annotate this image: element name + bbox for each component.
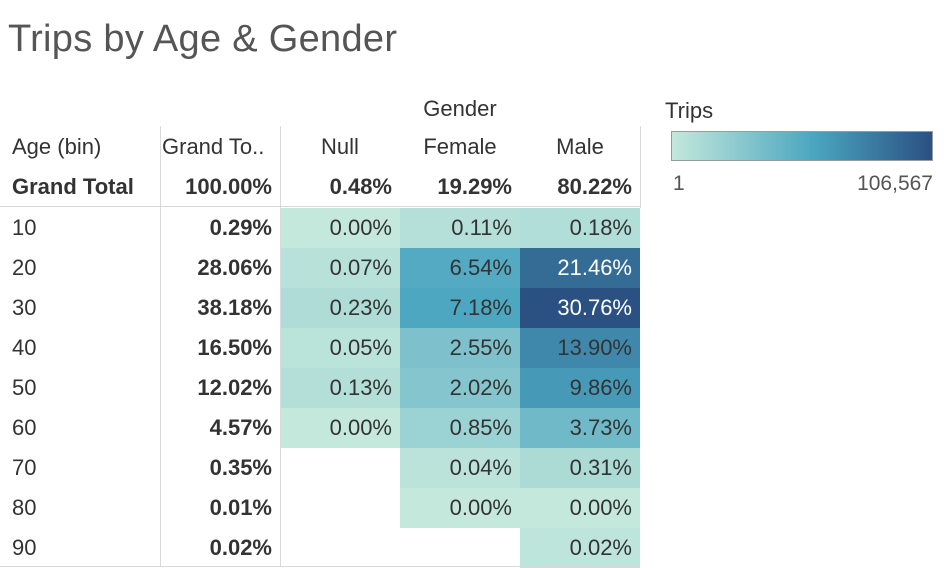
row-grand-total-cell[interactable]: 0.02% [209,535,272,560]
heatmap-cell[interactable]: 0.11% [400,208,520,248]
legend-title: Trips [665,98,714,123]
age-bin-label: 60 [12,415,37,440]
grand-total-null[interactable]: 0.48% [329,174,392,199]
heatmap-cell[interactable]: 0.31% [520,448,640,488]
heatmap-cell[interactable]: 0.05% [280,328,400,368]
row-grand-total-cell[interactable]: 16.50% [197,335,272,360]
color-legend-bar[interactable] [671,131,933,161]
heatmap-cell[interactable]: 6.54% [400,248,520,288]
divider-age-total [160,126,161,566]
heatmap-cell[interactable]: 30.76% [520,288,640,328]
heatmap-cell[interactable]: 0.18% [520,208,640,248]
row-grand-total-cell[interactable]: 38.18% [197,295,272,320]
heatmap-cell[interactable]: 0.23% [280,288,400,328]
age-bin-header[interactable]: Age (bin) [12,134,102,159]
heatmap-cell[interactable]: 7.18% [400,288,520,328]
heatmap-cell[interactable]: 0.04% [400,448,520,488]
heatmap-cell[interactable]: 21.46% [520,248,640,288]
gender-header-male[interactable]: Male [556,134,604,159]
heatmap-cell[interactable]: 9.86% [520,368,640,408]
heatmap-cell[interactable]: 2.02% [400,368,520,408]
divider-grand-total-row [0,206,640,207]
heatmap-cell[interactable]: 0.00% [520,488,640,528]
legend-min-label: 1 [673,172,685,195]
grand-total-overall[interactable]: 100.00% [185,174,272,199]
age-bin-label: 40 [12,335,37,360]
heatmap-cell[interactable]: 0.07% [280,248,400,288]
heatmap-cell[interactable]: 0.00% [400,488,520,528]
row-grand-total-cell[interactable]: 4.57% [209,415,272,440]
row-grand-total-cell[interactable]: 0.29% [209,215,272,240]
age-bin-label: 20 [12,255,37,280]
heatmap-cell[interactable]: 0.85% [400,408,520,448]
heatmap-cell[interactable]: 0.13% [280,368,400,408]
age-bin-label: 80 [12,495,37,520]
heatmap-cell[interactable]: 0.00% [280,208,400,248]
gender-header-null[interactable]: Null [321,134,359,159]
grand-total-column-header[interactable]: Grand To.. [162,134,265,159]
grand-total-male[interactable]: 80.22% [557,174,632,199]
gender-header-female[interactable]: Female [423,134,497,159]
row-grand-total-cell[interactable]: 0.35% [209,455,272,480]
row-grand-total-cell[interactable]: 0.01% [209,495,272,520]
gender-column-group-header[interactable]: Gender [423,96,497,121]
heatmap-cell[interactable]: 2.55% [400,328,520,368]
age-bin-label: 50 [12,375,37,400]
grand-total-row-label: Grand Total [12,174,134,199]
age-bin-label: 30 [12,295,37,320]
grand-total-female[interactable]: 19.29% [437,174,512,199]
divider-bottom [0,566,640,567]
row-grand-total-cell[interactable]: 28.06% [197,255,272,280]
divider-total-gender [280,126,281,566]
heatmap-cell[interactable]: 0.02% [520,528,640,568]
age-bin-label: 70 [12,455,37,480]
age-bin-label: 90 [12,535,37,560]
heatmap-cell[interactable]: 3.73% [520,408,640,448]
divider-right-header [640,126,641,208]
heatmap-cell[interactable]: 13.90% [520,328,640,368]
chart-title: Trips by Age & Gender [8,18,398,60]
age-bin-label: 10 [12,215,37,240]
legend-max-label: 106,567 [857,172,933,195]
heatmap-cell[interactable]: 0.00% [280,408,400,448]
row-grand-total-cell[interactable]: 12.02% [197,375,272,400]
